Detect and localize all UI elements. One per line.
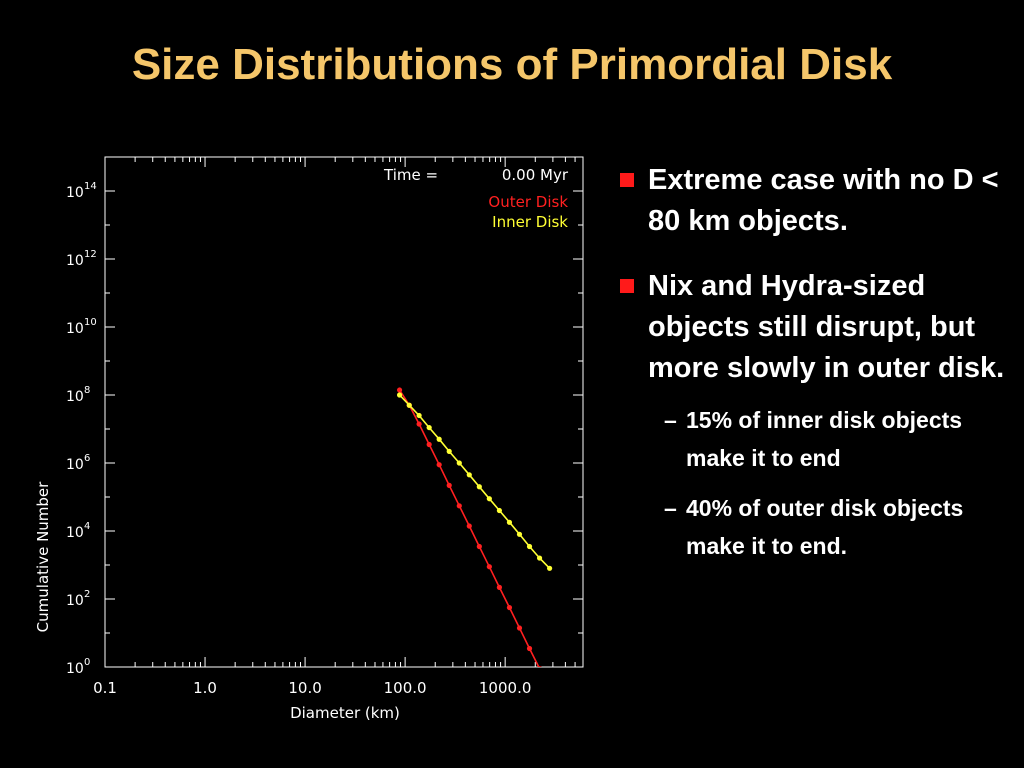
slide-title: Size Distributions of Primordial Disk xyxy=(0,40,1024,90)
inner-disk-point xyxy=(437,437,442,442)
outer-disk-point xyxy=(497,585,502,590)
x-tick-label: 100.0 xyxy=(384,679,427,697)
inner-disk-point xyxy=(487,496,492,501)
y-tick-label: 10 xyxy=(66,185,84,201)
outer-disk-point xyxy=(457,503,462,508)
y-tick-label: 10 xyxy=(66,593,84,609)
y-tick-exponent: 0 xyxy=(84,657,90,668)
outer-disk-point xyxy=(507,605,512,610)
y-tick-label: 10 xyxy=(66,661,84,677)
legend-outer-disk: Outer Disk xyxy=(488,193,568,211)
inner-disk-point xyxy=(427,425,432,430)
y-tick-exponent: 14 xyxy=(84,181,97,192)
inner-disk-line xyxy=(400,395,550,568)
inner-disk-point xyxy=(537,555,542,560)
inner-disk-point xyxy=(467,472,472,477)
y-tick-exponent: 10 xyxy=(84,317,97,328)
bullet-list: Extreme case with no D < 80 km objects. … xyxy=(618,160,1018,565)
inner-disk-point xyxy=(547,566,552,571)
x-tick-label: 10.0 xyxy=(288,679,321,697)
y-tick-exponent: 6 xyxy=(84,453,90,464)
x-tick-label: 0.1 xyxy=(93,679,117,697)
outer-disk-point xyxy=(477,544,482,549)
y-tick-exponent: 4 xyxy=(84,521,90,532)
outer-disk-point xyxy=(547,687,552,692)
x-axis-ticks: 0.1 1.0 10.0 100.0 1000.0 xyxy=(93,157,583,697)
sub-bullet-list: – 15% of inner disk objects make it to e… xyxy=(618,401,1018,565)
outer-disk-point xyxy=(517,625,522,630)
inner-disk-point xyxy=(477,484,482,489)
y-tick-exponent: 8 xyxy=(84,385,90,396)
inner-disk-point xyxy=(417,413,422,418)
y-tick-exponent: 2 xyxy=(84,589,90,600)
inner-disk-point xyxy=(457,460,462,465)
y-tick-label: 10 xyxy=(66,525,84,541)
bullet-item: Nix and Hydra-sized objects still disrup… xyxy=(618,266,1018,389)
outer-disk-point xyxy=(437,462,442,467)
y-tick-label: 10 xyxy=(66,457,84,473)
outer-disk-point xyxy=(537,666,542,671)
sub-bullet-text: 40% of outer disk objects make it to end… xyxy=(686,495,963,559)
x-tick-label: 1.0 xyxy=(193,679,217,697)
time-value: 0.00 Myr xyxy=(502,166,569,184)
bullet-text: Nix and Hydra-sized objects still disrup… xyxy=(648,270,1004,384)
dash-icon: – xyxy=(664,401,677,439)
plot-frame xyxy=(105,157,583,667)
bullet-square-icon xyxy=(620,279,634,293)
y-axis-label: Cumulative Number xyxy=(34,481,52,632)
inner-disk-point xyxy=(507,520,512,525)
dash-icon: – xyxy=(664,489,677,527)
bullet-text: Extreme case with no D < 80 km objects. xyxy=(648,164,999,237)
x-axis-label: Diameter (km) xyxy=(290,704,400,722)
y-tick-exponent: 12 xyxy=(84,249,97,260)
inner-disk-point xyxy=(447,449,452,454)
inner-disk-point xyxy=(497,508,502,513)
sub-bullet-item: – 15% of inner disk objects make it to e… xyxy=(618,401,1018,477)
chart-series xyxy=(397,387,552,692)
outer-disk-point xyxy=(487,564,492,569)
size-distribution-chart: 0.11.010.0100.01000.0 100102104106108101… xyxy=(30,145,590,735)
x-tick-label: 1000.0 xyxy=(479,679,532,697)
outer-disk-point xyxy=(417,421,422,426)
outer-disk-point xyxy=(467,523,472,528)
inner-disk-point xyxy=(397,392,402,397)
y-tick-label: 10 xyxy=(66,253,84,269)
bullet-square-icon xyxy=(620,173,634,187)
y-tick-label: 10 xyxy=(66,389,84,405)
chart-axes xyxy=(105,157,583,667)
inner-disk-point xyxy=(527,544,532,549)
outer-disk-point xyxy=(447,483,452,488)
y-axis-ticks: 100102104106108101010121014 xyxy=(66,181,583,677)
inner-disk-point xyxy=(407,403,412,408)
inner-disk-point xyxy=(517,532,522,537)
sub-bullet-text: 15% of inner disk objects make it to end xyxy=(686,407,962,471)
outer-disk-point xyxy=(397,387,402,392)
time-label: Time = xyxy=(383,166,438,184)
sub-bullet-item: – 40% of outer disk objects make it to e… xyxy=(618,489,1018,565)
y-tick-label: 10 xyxy=(66,321,84,337)
outer-disk-point xyxy=(427,442,432,447)
bullet-item: Extreme case with no D < 80 km objects. xyxy=(618,160,1018,242)
outer-disk-point xyxy=(527,646,532,651)
legend-inner-disk: Inner Disk xyxy=(492,213,568,231)
outer-disk-line xyxy=(400,390,550,689)
